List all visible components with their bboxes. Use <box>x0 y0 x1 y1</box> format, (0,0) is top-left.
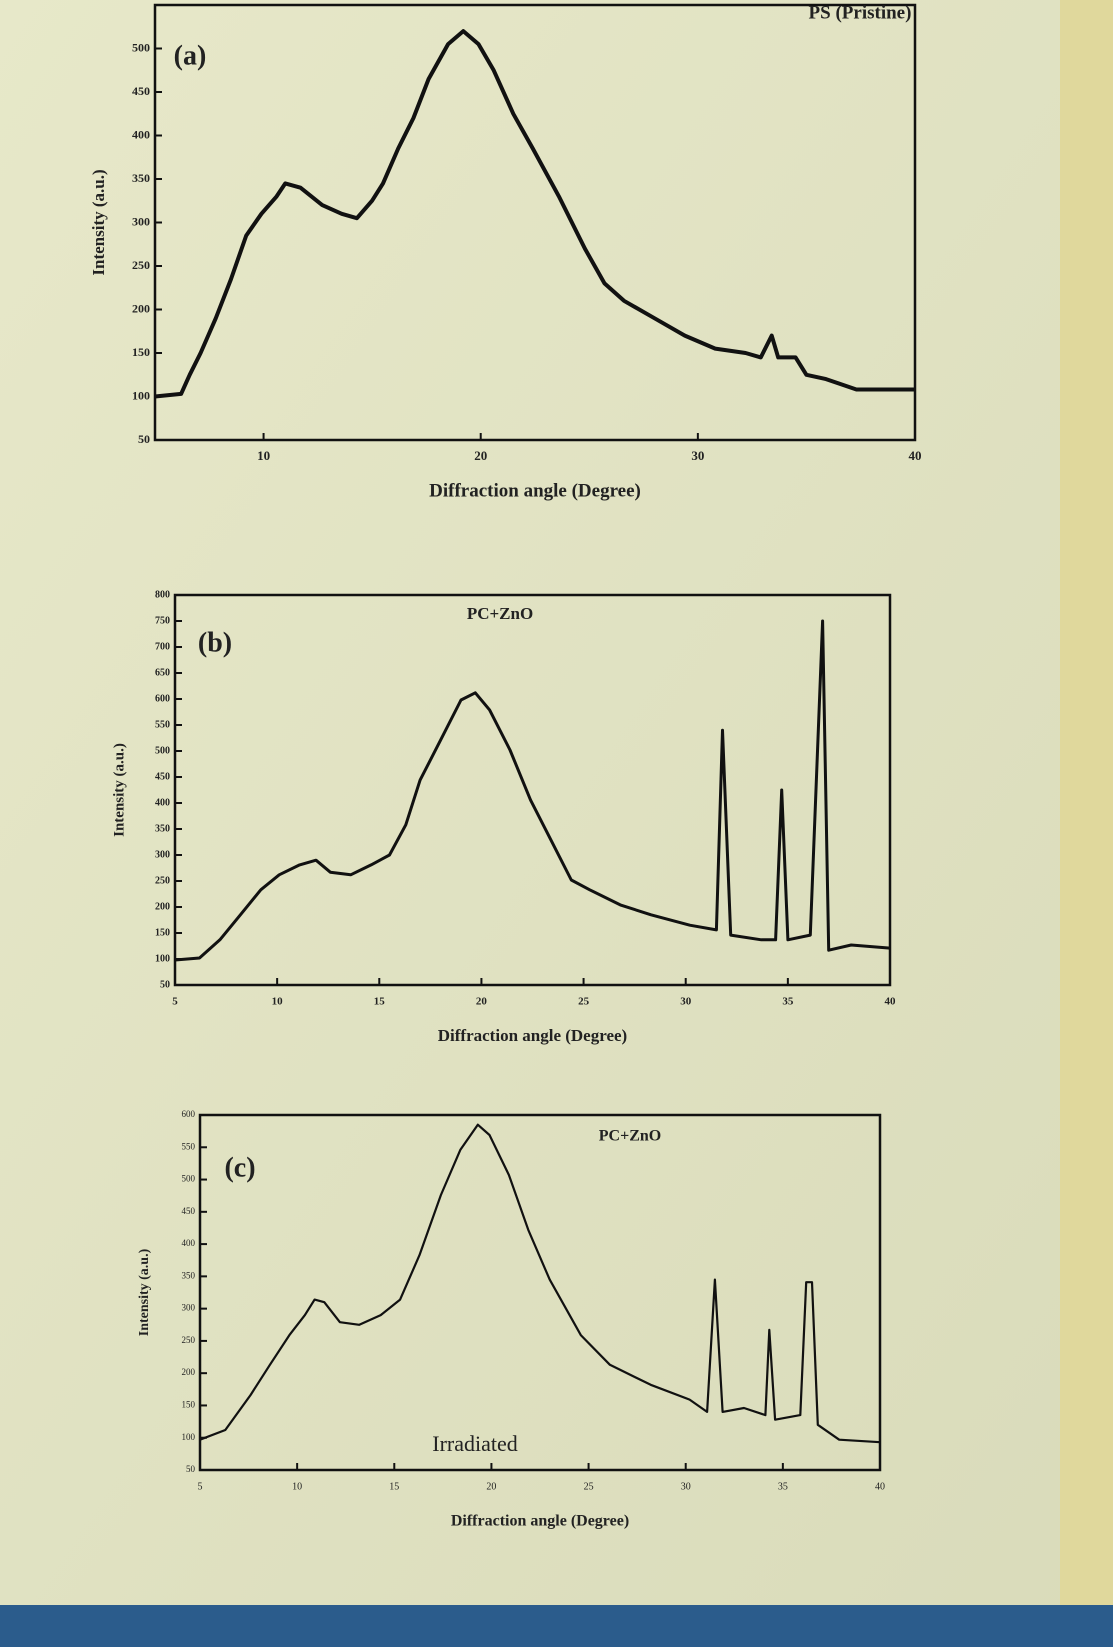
y-tick-label: 150 <box>155 927 170 938</box>
y-tick-label: 500 <box>155 745 170 756</box>
data-line <box>174 619 891 962</box>
panel-label: (b) <box>198 627 232 658</box>
x-tick-label: 15 <box>374 996 386 1008</box>
x-tick-label: 40 <box>909 448 922 463</box>
chart-title: PS (Pristine) <box>809 2 912 23</box>
x-tick-label: 10 <box>272 996 284 1008</box>
y-tick-label: 450 <box>132 84 150 98</box>
y-tick-label: 600 <box>155 693 170 704</box>
edge-strip <box>1060 0 1113 1647</box>
y-tick-label: 650 <box>155 667 170 678</box>
y-tick-label: 300 <box>132 214 150 228</box>
y-tick-label: 550 <box>182 1141 196 1151</box>
bottom-bar <box>0 1605 1113 1647</box>
y-tick-label: 550 <box>155 719 170 730</box>
y-tick-label: 150 <box>132 345 150 359</box>
x-tick-label: 5 <box>172 996 178 1008</box>
y-tick-label: 400 <box>132 127 150 141</box>
y-tick-label: 100 <box>155 953 170 964</box>
y-tick-label: 50 <box>160 979 170 990</box>
data-line <box>199 1123 881 1444</box>
y-tick-label: 350 <box>182 1270 196 1280</box>
x-tick-label: 40 <box>875 1481 885 1492</box>
x-tick-label: 30 <box>691 448 704 463</box>
x-tick-label: 10 <box>292 1481 302 1492</box>
x-tick-label: 5 <box>198 1481 203 1492</box>
y-tick-label: 400 <box>155 797 170 808</box>
plot-frame <box>173 593 892 987</box>
x-tick-label: 20 <box>474 448 487 463</box>
y-tick-label: 300 <box>182 1303 196 1313</box>
data-line <box>154 29 915 399</box>
x-axis-label: Diffraction angle (Degree) <box>438 1026 627 1045</box>
y-axis-label: Intensity (a.u.) <box>111 743 127 837</box>
annotation: Irradiated <box>432 1431 518 1456</box>
y-axis-label: Intensity (a.u.) <box>89 169 108 275</box>
y-tick-label: 100 <box>182 1432 196 1442</box>
y-tick-label: 450 <box>182 1206 196 1216</box>
x-tick-label: 30 <box>680 996 692 1008</box>
plot-frame <box>198 1113 882 1472</box>
x-tick-label: 40 <box>885 996 897 1008</box>
x-tick-label: 15 <box>389 1481 399 1492</box>
y-tick-label: 250 <box>155 875 170 886</box>
y-tick-label: 100 <box>132 388 150 402</box>
chart-title: PC+ZnO <box>467 604 533 623</box>
y-tick-label: 350 <box>155 823 170 834</box>
y-tick-label: 400 <box>182 1238 196 1248</box>
y-tick-label: 200 <box>182 1367 196 1377</box>
y-tick-label: 800 <box>155 589 170 600</box>
x-tick-label: 10 <box>257 448 270 463</box>
y-axis-label: Intensity (a.u.) <box>137 1248 152 1336</box>
y-tick-label: 500 <box>182 1174 196 1184</box>
y-tick-label: 50 <box>186 1464 196 1474</box>
x-tick-label: 20 <box>476 996 488 1008</box>
y-tick-label: 250 <box>182 1335 196 1345</box>
x-axis-label: Diffraction angle (Degree) <box>429 480 641 501</box>
x-tick-label: 25 <box>584 1481 594 1492</box>
y-tick-label: 300 <box>155 849 170 860</box>
chart-title: PC+ZnO <box>599 1128 661 1145</box>
panel-label: (a) <box>174 40 207 71</box>
x-tick-label: 35 <box>782 996 794 1008</box>
y-tick-label: 200 <box>132 301 150 315</box>
y-tick-label: 750 <box>155 615 170 626</box>
y-tick-label: 600 <box>182 1109 196 1119</box>
panel-label: (c) <box>224 1152 255 1183</box>
x-axis-label: Diffraction angle (Degree) <box>451 1513 629 1530</box>
x-tick-label: 25 <box>578 996 590 1008</box>
x-tick-label: 20 <box>486 1481 496 1492</box>
y-tick-label: 500 <box>132 40 150 54</box>
y-tick-label: 50 <box>138 432 150 446</box>
y-tick-label: 150 <box>182 1400 196 1410</box>
y-tick-label: 250 <box>132 258 150 272</box>
x-tick-label: 35 <box>778 1481 788 1492</box>
y-tick-label: 200 <box>155 901 170 912</box>
y-tick-label: 350 <box>132 171 150 185</box>
y-tick-label: 450 <box>155 771 170 782</box>
x-tick-label: 30 <box>681 1481 691 1492</box>
y-tick-label: 700 <box>155 641 170 652</box>
